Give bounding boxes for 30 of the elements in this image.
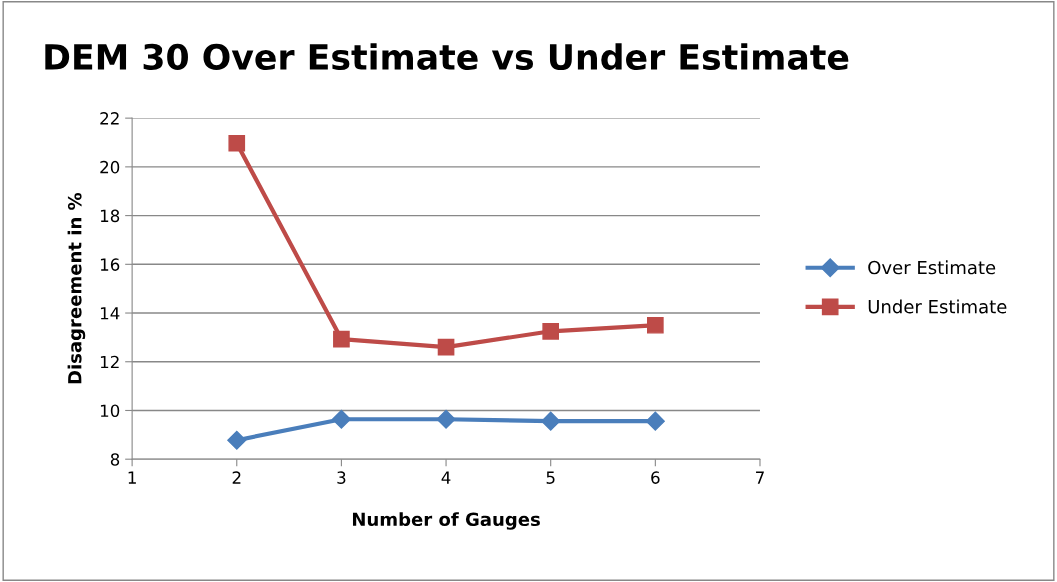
point: [436, 409, 456, 429]
y-tick-label: 22: [100, 112, 119, 125]
point: [647, 316, 664, 334]
point: [227, 430, 247, 450]
point: [333, 330, 350, 348]
chart-title: DEM 30 Over Estimate vs Under Estimate: [45, 43, 849, 71]
point: [645, 411, 665, 431]
legend-label: Over Estimate: [868, 260, 996, 275]
x-axis-title: Number of Gauges: [352, 512, 540, 530]
x-tick-label: 1: [128, 471, 136, 484]
y-tick-label: 20: [100, 160, 120, 174]
point: [228, 134, 246, 152]
x-tick-label: 7: [756, 471, 764, 484]
x-tick-label: 4: [441, 471, 451, 484]
x-tick-label: 3: [337, 471, 346, 484]
x-tick-label: 5: [546, 471, 555, 484]
y-tick-label: 18: [100, 209, 120, 223]
x-tick-label: 6: [651, 471, 660, 484]
point: [437, 338, 455, 356]
y-tick-label: 12: [100, 355, 119, 369]
y-tick-label: 14: [100, 307, 120, 320]
y-axis-title: Disagreement in %: [67, 192, 86, 384]
legend-label: Under Estimate: [868, 299, 1007, 314]
y-tick-label: 8: [110, 453, 120, 466]
y-tick-label: 16: [100, 258, 120, 271]
point: [541, 411, 561, 431]
y-tick-label: 10: [100, 404, 120, 418]
x-tick-label: 2: [232, 471, 241, 484]
point: [542, 322, 560, 340]
point: [331, 409, 351, 429]
